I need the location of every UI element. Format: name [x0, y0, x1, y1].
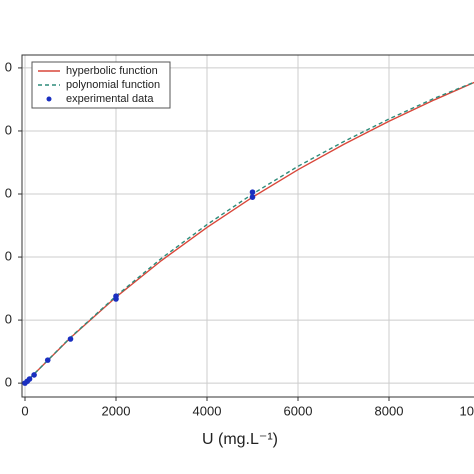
- data-point: [26, 376, 33, 382]
- data-point: [249, 189, 256, 195]
- x-tick-label: 8000: [375, 403, 404, 418]
- x-tick-label: 4000: [193, 403, 222, 418]
- y-tick-label: 0: [5, 122, 12, 137]
- data-point: [31, 372, 37, 378]
- y-tick-label: 0: [5, 185, 12, 200]
- legend-label: polynomial function: [66, 79, 160, 91]
- data-point: [249, 194, 256, 200]
- x-tick-label: 0: [21, 403, 28, 418]
- x-axis-label: U (mg.L⁻¹): [202, 431, 278, 448]
- legend-marker: [46, 96, 52, 102]
- x-tick-label: 10: [460, 403, 474, 418]
- data-point: [113, 296, 119, 302]
- x-tick-label: 6000: [284, 403, 313, 418]
- series-line: [24, 81, 474, 384]
- legend-label: hyperbolic function: [66, 65, 158, 77]
- series-line: [24, 81, 474, 384]
- data-point: [44, 357, 51, 363]
- data-point: [67, 336, 74, 342]
- y-tick-label: 0: [5, 59, 12, 74]
- plot-frame: [21, 54, 474, 398]
- y-tick-label: 0: [5, 248, 12, 263]
- y-tick-label: 0: [5, 375, 12, 390]
- legend-label: experimental data: [66, 93, 154, 105]
- x-tick-label: 2000: [102, 403, 131, 418]
- y-tick-label: 0: [5, 312, 12, 327]
